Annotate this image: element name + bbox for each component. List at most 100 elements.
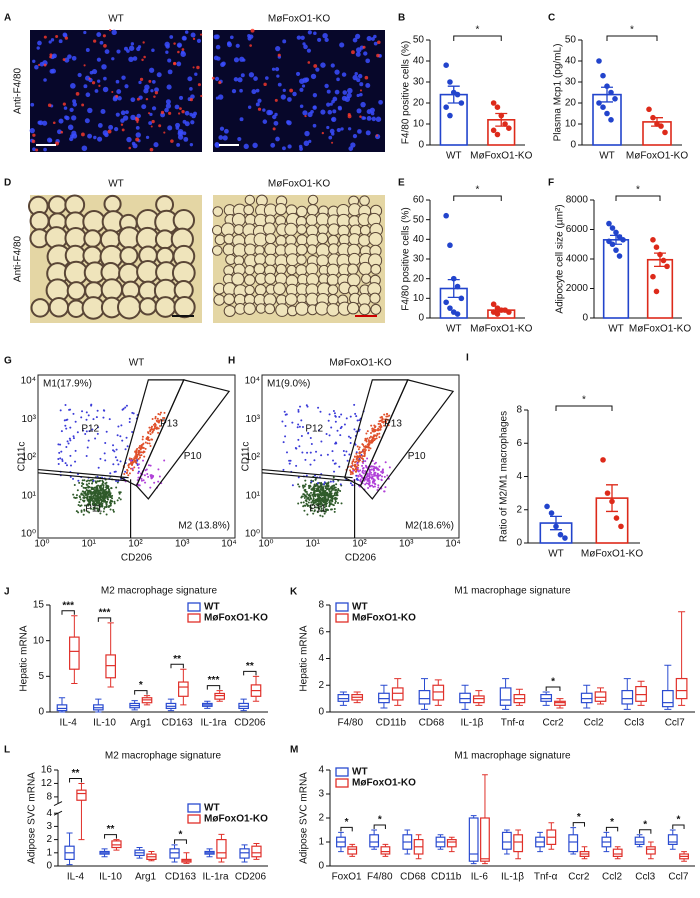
flow-event — [353, 428, 356, 431]
flow-event — [150, 474, 153, 477]
y-tick-label: 0 — [418, 313, 424, 324]
flow-event — [99, 485, 102, 488]
x-tick-label: MøFoxO1-KO — [470, 324, 532, 335]
flow-event — [379, 416, 382, 419]
flow-event — [306, 405, 309, 408]
flow-event — [105, 481, 108, 484]
nucleus — [251, 89, 257, 95]
nucleus — [167, 125, 173, 131]
flow-event — [103, 452, 106, 455]
flow-event — [81, 482, 84, 485]
adipocyte — [275, 234, 287, 247]
flow-event — [142, 442, 145, 445]
flow-event — [150, 477, 153, 480]
box — [634, 836, 645, 846]
data-point — [608, 117, 614, 123]
flow-event — [133, 466, 136, 469]
flow-event — [105, 430, 108, 433]
flow-event — [373, 479, 376, 482]
flow-event — [358, 419, 361, 422]
nucleus — [71, 55, 77, 61]
flow-event — [81, 490, 84, 493]
nucleus — [326, 102, 331, 107]
flow-event — [325, 491, 328, 494]
nucleus — [112, 96, 118, 102]
nucleus — [167, 58, 172, 63]
flow-event — [317, 495, 320, 498]
flow-event — [98, 480, 101, 483]
x-tick-label: CD68 — [419, 718, 445, 729]
flow-event — [141, 443, 144, 446]
flow-event — [302, 486, 305, 489]
stain-label: Anti-F4/80 — [13, 235, 24, 282]
nucleus — [97, 136, 103, 142]
x-tick-label: CD206 — [234, 718, 266, 729]
adipocyte — [118, 262, 140, 285]
flow-event — [65, 464, 68, 467]
flow-event — [161, 419, 164, 422]
stain-spot — [149, 147, 154, 152]
flow-event — [302, 484, 305, 487]
nucleus — [330, 63, 335, 68]
stain-spot — [141, 58, 144, 62]
nucleus — [373, 41, 378, 46]
nucleus — [130, 114, 136, 121]
legend-label: WT — [352, 602, 368, 613]
flow-event — [300, 501, 303, 504]
gate — [37, 472, 129, 482]
nucleus — [287, 97, 292, 102]
x-tick-label: F4/80 — [367, 872, 393, 883]
nucleus — [342, 90, 348, 95]
flow-event — [88, 502, 91, 505]
flow-event — [356, 467, 359, 470]
flow-event — [368, 472, 371, 475]
stain-spot — [145, 97, 149, 101]
flow-event — [93, 494, 96, 497]
x-tick-label: Ccr2 — [542, 718, 564, 729]
x-tick-label: Arg1 — [135, 872, 157, 883]
legend-label: WT — [204, 803, 220, 814]
adipocyte — [315, 212, 330, 227]
flow-event — [371, 480, 374, 483]
nucleus — [275, 45, 281, 52]
flow-event — [302, 493, 305, 496]
data-point — [658, 123, 664, 129]
flow-event — [357, 448, 360, 451]
flow-event — [303, 509, 306, 512]
flow-tick: 10³ — [246, 414, 261, 425]
flow-event — [358, 451, 361, 454]
flow-event — [386, 415, 389, 418]
adipocyte — [244, 284, 255, 296]
nucleus — [248, 72, 255, 78]
flow-event — [367, 478, 370, 481]
flow-event — [100, 505, 103, 508]
flow-event — [367, 449, 370, 452]
stain-spot — [272, 127, 276, 131]
nucleus — [356, 108, 362, 114]
nucleus — [357, 129, 362, 134]
flow-event — [157, 412, 160, 415]
nucleus — [348, 146, 354, 151]
x-tick-label: Ccl3 — [624, 718, 644, 729]
adipocyte — [307, 194, 319, 206]
nucleus — [42, 120, 48, 126]
nucleus — [49, 68, 55, 74]
flow-event — [128, 457, 131, 460]
gate-label: M1(9.0%) — [267, 379, 310, 390]
stain-spot — [347, 114, 352, 119]
flow-event — [314, 499, 317, 502]
panel-letter: K — [290, 587, 298, 598]
flow-event — [368, 476, 371, 479]
x-tick-label: Ccl3 — [635, 872, 655, 883]
flow-event — [144, 447, 147, 450]
box — [612, 848, 623, 858]
data-point — [613, 515, 620, 521]
box — [661, 689, 674, 708]
flow-event — [109, 504, 112, 507]
flow-event — [305, 474, 308, 477]
y-tick-label: 20 — [565, 98, 577, 109]
flow-event — [100, 503, 103, 506]
flow-event — [154, 422, 157, 425]
nucleus — [275, 136, 280, 142]
stain-spot — [107, 129, 112, 134]
